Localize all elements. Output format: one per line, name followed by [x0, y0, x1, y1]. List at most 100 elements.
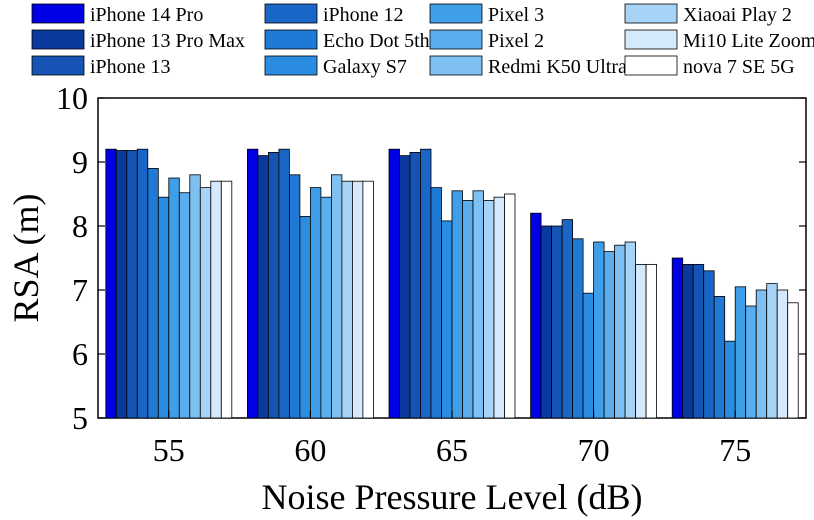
- bar-65-pixel-3: [451, 190, 463, 419]
- legend-label: iPhone 13 Pro Max: [90, 30, 245, 52]
- bar-75-echo-dot-5th: [713, 295, 726, 419]
- bar-75-mi10-lite-zoom: [776, 289, 789, 419]
- bar-75-iphone-13-pro-max: [682, 263, 694, 419]
- legend-label: Redmi K50 Ultra: [488, 56, 627, 78]
- bar-55-pixel-2: [178, 192, 191, 419]
- x-tick-label: 60: [294, 432, 326, 468]
- bar-55-iphone-14-pro: [105, 148, 117, 419]
- y-tick-label: 5: [72, 400, 88, 436]
- y-tick-label: 8: [72, 208, 88, 244]
- bar-75-pixel-3: [734, 286, 747, 419]
- bar-70-xiaoai-play-2: [624, 241, 636, 419]
- legend-item: Pixel 2: [429, 29, 544, 52]
- bar-75-xiaoai-play-2: [766, 283, 778, 419]
- legend-swatch: [624, 3, 678, 24]
- bar-60-redmi-k50-ultra: [330, 174, 343, 419]
- bar-60-pixel-2: [320, 196, 332, 419]
- bar-70-pixel-3: [593, 241, 605, 419]
- bar-60-pixel-3: [309, 187, 322, 419]
- bar-55-galaxy-s7: [157, 196, 170, 419]
- bar-60-iphone-12: [278, 148, 290, 419]
- bar-60-nova-7-se-5g: [362, 180, 374, 419]
- bar-55-redmi-k50-ultra: [189, 174, 201, 419]
- legend-swatch: [31, 55, 85, 76]
- legend-label: Galaxy S7: [323, 56, 407, 78]
- x-axis: 55 60 65 70 75: [153, 411, 751, 468]
- y-axis: 5 6 7 8 9 10: [56, 80, 806, 436]
- legend-item: Xiaoai Play 2: [624, 3, 792, 26]
- legend-item: Mi10 Lite Zoom: [624, 29, 814, 52]
- bar-70-galaxy-s7: [582, 292, 594, 419]
- bar-60-xiaoai-play-2: [341, 180, 353, 419]
- legend-swatch: [429, 3, 483, 24]
- bar-55-iphone-12: [136, 148, 149, 419]
- legend-item: nova 7 SE 5G: [624, 55, 795, 78]
- legend-label: iPhone 13: [90, 56, 171, 78]
- x-tick-label: 70: [578, 432, 610, 468]
- bar-60-iphone-13: [267, 151, 280, 419]
- bar-65-nova-7-se-5g: [504, 193, 516, 419]
- bar-60-iphone-14-pro: [246, 148, 259, 419]
- bar-70-iphone-14-pro: [530, 212, 542, 419]
- bar-70-echo-dot-5th: [572, 238, 584, 419]
- bar-55-echo-dot-5th: [147, 167, 159, 419]
- bar-55-iphone-13-pro-max: [115, 150, 128, 419]
- legend-swatch: [264, 29, 318, 50]
- legend: iPhone 14 Pro iPhone 13 Pro Max iPhone 13 i…: [31, 3, 814, 78]
- y-tick-label: 10: [56, 80, 88, 116]
- bar-70-iphone-12: [561, 219, 573, 419]
- legend-label: Pixel 3: [488, 4, 544, 26]
- bar-70-pixel-2: [603, 251, 615, 419]
- bar-65-echo-dot-5th: [430, 187, 442, 419]
- bar-55-nova-7-se-5g: [220, 180, 233, 419]
- bar-60-mi10-lite-zoom: [351, 180, 364, 419]
- bar-75-nova-7-se-5g: [787, 302, 799, 419]
- legend-label: Pixel 2: [488, 30, 544, 52]
- legend-swatch: [264, 55, 318, 76]
- legend-item: Galaxy S7: [264, 55, 407, 78]
- bar-60-iphone-13-pro-max: [257, 155, 269, 419]
- bar-70-mi10-lite-zoom: [635, 263, 647, 419]
- legend-swatch: [31, 3, 85, 24]
- bar-60-echo-dot-5th: [288, 174, 301, 419]
- bar-65-iphone-13-pro-max: [399, 155, 411, 419]
- legend-swatch: [429, 29, 483, 50]
- bars-group: [105, 148, 799, 419]
- y-axis-label: RSA (m): [6, 193, 46, 322]
- bar-55-xiaoai-play-2: [199, 187, 212, 419]
- y-tick-label: 9: [72, 144, 88, 180]
- bar-55-iphone-13: [126, 150, 138, 419]
- legend-item: iPhone 14 Pro: [31, 3, 203, 26]
- legend-swatch: [624, 55, 678, 76]
- bar-75-galaxy-s7: [724, 340, 736, 419]
- legend-swatch: [264, 3, 318, 24]
- bar-75-pixel-2: [745, 305, 757, 419]
- legend-item: Redmi K50 Ultra: [429, 55, 627, 78]
- x-tick-label: 65: [436, 432, 468, 468]
- legend-item: iPhone 12: [264, 3, 404, 26]
- bar-70-redmi-k50-ultra: [614, 244, 626, 419]
- bar-65-iphone-12: [420, 148, 432, 419]
- legend-item: Echo Dot 5th: [264, 29, 430, 52]
- legend-item: Pixel 3: [429, 3, 544, 26]
- bar-65-mi10-lite-zoom: [493, 196, 505, 419]
- legend-item: iPhone 13 Pro Max: [31, 29, 245, 52]
- x-tick-label: 55: [153, 432, 185, 468]
- y-tick-label: 7: [72, 272, 88, 308]
- bar-65-redmi-k50-ultra: [472, 190, 484, 419]
- legend-swatch: [31, 29, 85, 50]
- bar-70-iphone-13: [551, 225, 563, 419]
- bar-65-pixel-2: [462, 199, 474, 419]
- legend-label: Xiaoai Play 2: [683, 4, 792, 26]
- x-tick-label: 75: [719, 432, 751, 468]
- bar-55-mi10-lite-zoom: [210, 180, 222, 419]
- y-tick-label: 6: [72, 336, 88, 372]
- bar-65-xiaoai-play-2: [483, 199, 495, 419]
- bar-75-iphone-13: [692, 263, 705, 419]
- legend-label: Mi10 Lite Zoom: [683, 30, 814, 52]
- bar-75-iphone-14-pro: [671, 257, 684, 419]
- bar-75-iphone-12: [703, 270, 715, 419]
- legend-label: Echo Dot 5th: [323, 30, 430, 52]
- bar-70-nova-7-se-5g: [645, 263, 657, 419]
